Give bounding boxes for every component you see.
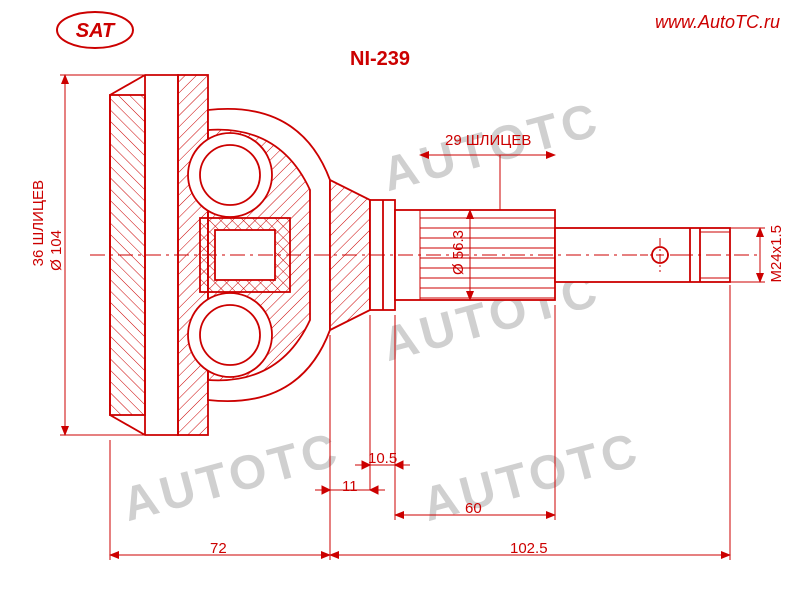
dim-step: 11 [342,478,358,495]
technical-drawing [0,0,800,600]
dim-body-len: 72 [210,540,227,557]
thread-label: M24x1.5 [768,225,785,283]
dim-shaft-len: 102.5 [510,540,548,557]
inner-splines-label: 36 ШЛИЦЕВ [30,180,47,266]
part-number: NI-239 [350,48,410,71]
shaft-diameter-label: Ø 56.3 [450,230,467,275]
svg-text:SAT: SAT [76,20,116,42]
outer-diameter-label: Ø 104 [48,230,65,271]
dim-spline-len: 60 [465,500,482,517]
website-url: www.AutoTC.ru [655,12,780,33]
dim-groove: 10.5 [368,450,397,467]
outer-splines-label: 29 ШЛИЦЕВ [445,132,531,149]
drawing-canvas: AUTOTC AUTOTC AUTOTC AUTOTC [0,0,800,600]
